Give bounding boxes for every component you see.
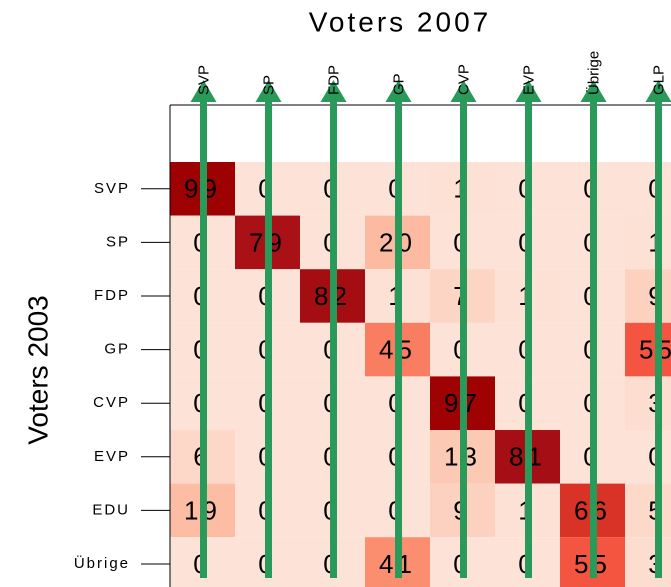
column-label: GP (390, 73, 407, 95)
arrow-head (450, 80, 477, 102)
row-label: SP (106, 233, 130, 250)
row-label: CVP (93, 394, 130, 411)
heat-cell (625, 215, 671, 270)
arrow-head (580, 80, 607, 102)
heat-cell (625, 430, 671, 484)
heat-cell (625, 537, 671, 587)
column-label: FDP (325, 65, 342, 95)
chart-title: Voters 2007 (309, 6, 491, 37)
heat-cell (625, 483, 671, 538)
row-label: EVP (94, 448, 130, 465)
heat-cell (625, 376, 671, 430)
arrow-head (190, 80, 217, 102)
arrow-head (515, 80, 542, 102)
column-label: CVP (455, 64, 472, 95)
arrow-head (385, 80, 412, 102)
heat-cell (625, 269, 671, 323)
column-label: SVP (195, 65, 212, 95)
row-label: SVP (94, 180, 130, 197)
y-axis-label: Voters 2003 (22, 295, 53, 444)
row-label: Übrige (74, 554, 130, 572)
overlay: 9900010000790200001008217109000450005500… (184, 80, 671, 579)
arrow-head (645, 80, 671, 102)
arrow-head (255, 80, 282, 102)
heat-cell (625, 162, 671, 216)
arrow-head (320, 80, 347, 102)
column-label: GLP (650, 65, 667, 95)
column-label: SP (260, 75, 277, 95)
column-label: Übrige (584, 51, 602, 95)
heat-cell (625, 322, 671, 377)
row-label: FDP (94, 287, 130, 304)
column-label: EVP (520, 65, 537, 95)
row-label: GP (104, 341, 130, 358)
row-label: EDU (92, 501, 130, 518)
